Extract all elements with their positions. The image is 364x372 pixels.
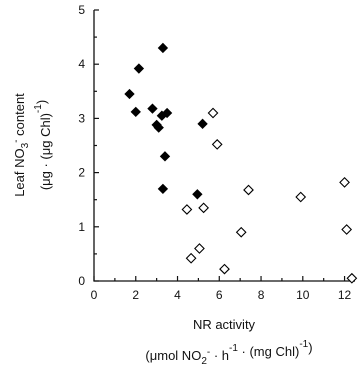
open-diamond-point bbox=[198, 202, 209, 214]
x-tick-label: 8 bbox=[258, 288, 265, 302]
filled-diamond-point bbox=[157, 183, 169, 195]
y-axis-title-line2: (μg · (μg Chl)-1) bbox=[33, 100, 53, 190]
x-axis-ticks: 0 2 4 6 8 10 12 bbox=[91, 276, 352, 302]
filled-diamond-point bbox=[159, 151, 171, 162]
open-diamond-point bbox=[219, 263, 230, 275]
x-axis-title-line2: (μmol NO2- · h-1 · (mg Chl)-1) bbox=[145, 339, 312, 367]
x-axis-title-line1: NR activity bbox=[193, 317, 256, 332]
filled-diamond-point bbox=[192, 189, 203, 200]
filled-diamond-point bbox=[130, 106, 141, 118]
y-tick-label: 0 bbox=[78, 274, 85, 288]
open-diamond-point bbox=[181, 204, 193, 215]
filled-diamond-point bbox=[197, 118, 208, 129]
y-tick-label: 5 bbox=[78, 3, 85, 17]
filled-diamond-point bbox=[153, 122, 164, 133]
data-points bbox=[124, 42, 358, 284]
x-tick-label: 6 bbox=[216, 288, 223, 302]
x-tick-label: 10 bbox=[296, 288, 310, 302]
open-diamond-point bbox=[341, 224, 353, 235]
open-diamond-point bbox=[339, 176, 350, 188]
filled-diamond-point bbox=[133, 63, 145, 74]
x-tick-label: 12 bbox=[338, 288, 352, 302]
plot-frame bbox=[93, 10, 355, 282]
open-diamond-point bbox=[235, 226, 247, 238]
open-diamond-point bbox=[243, 184, 254, 196]
y-axis-ticks: 0 1 2 3 4 5 bbox=[78, 3, 99, 288]
open-diamond-point bbox=[207, 107, 219, 119]
filled-diamond-point bbox=[157, 42, 169, 54]
x-tick-label: 0 bbox=[91, 288, 98, 302]
y-tick-label: 3 bbox=[78, 111, 85, 125]
y-tick-label: 1 bbox=[78, 220, 85, 234]
y-tick-label: 4 bbox=[78, 57, 85, 71]
open-diamond-point bbox=[194, 243, 205, 254]
x-tick-label: 4 bbox=[174, 288, 181, 302]
y-tick-label: 2 bbox=[78, 166, 85, 180]
open-diamond-point bbox=[346, 272, 358, 284]
filled-diamond-point bbox=[147, 103, 158, 114]
open-diamond-point bbox=[295, 191, 307, 203]
y-axis-title-line1: Leaf NO3- content bbox=[11, 93, 31, 197]
open-diamond-point bbox=[211, 139, 223, 150]
filled-diamond-point bbox=[161, 107, 173, 119]
x-tick-label: 2 bbox=[132, 288, 139, 302]
open-diamond-point bbox=[185, 252, 197, 264]
filled-diamond-point bbox=[124, 88, 135, 100]
